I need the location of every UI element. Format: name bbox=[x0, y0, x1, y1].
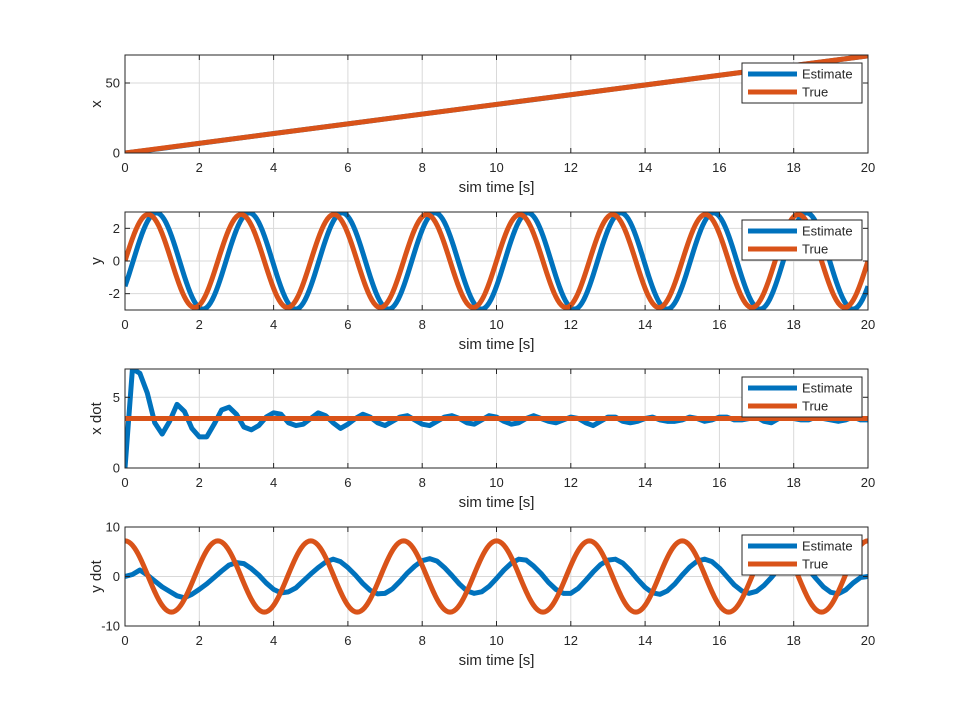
x-tick-label: 10 bbox=[489, 633, 503, 648]
x-tick-label: 14 bbox=[638, 160, 652, 175]
x-tick-label: 0 bbox=[121, 160, 128, 175]
x-tick-label: 14 bbox=[638, 317, 652, 332]
x-tick-label: 20 bbox=[861, 317, 875, 332]
y-axis-label: x bbox=[88, 100, 105, 108]
y-tick-label: 0 bbox=[113, 461, 120, 476]
x-tick-label: 2 bbox=[196, 317, 203, 332]
legend-box bbox=[741, 534, 863, 576]
subplot-1: 0 2 4 6 8 10 12 14 16 18 20 0 50 sim time [s] x Estimat… bbox=[88, 54, 875, 196]
legend-label-estimate: Estimate bbox=[802, 67, 853, 82]
series-line-true bbox=[125, 538, 868, 615]
x-tick-label: 10 bbox=[489, 160, 503, 175]
series-line-estimate bbox=[125, 212, 868, 310]
y-tick-label: -2 bbox=[108, 286, 120, 301]
x-tick-label: 10 bbox=[489, 475, 503, 490]
x-tick-label: 14 bbox=[638, 475, 652, 490]
legend: Estimate True bbox=[741, 376, 863, 418]
x-tick-label: 0 bbox=[121, 475, 128, 490]
legend: Estimate True bbox=[741, 534, 863, 576]
x-tick-label: 12 bbox=[564, 475, 578, 490]
x-tick-label: 2 bbox=[196, 160, 203, 175]
subplot-2: 0 2 4 6 8 10 12 14 16 18 20 -2 0 2 sim time [s] y Estima… bbox=[88, 211, 875, 353]
x-tick-label: 6 bbox=[344, 317, 351, 332]
x-tick-label: 8 bbox=[419, 160, 426, 175]
x-axis-label: sim time [s] bbox=[459, 494, 535, 511]
legend-box bbox=[741, 376, 863, 418]
legend: Estimate True bbox=[741, 219, 863, 261]
x-tick-label: 16 bbox=[712, 475, 726, 490]
x-tick-label: 8 bbox=[419, 317, 426, 332]
y-tick-label: 0 bbox=[113, 569, 120, 584]
x-tick-label: 12 bbox=[564, 317, 578, 332]
x-tick-label: 16 bbox=[712, 317, 726, 332]
x-tick-label: 4 bbox=[270, 475, 277, 490]
x-tick-label: 4 bbox=[270, 160, 277, 175]
y-tick-label: 0 bbox=[113, 254, 120, 269]
y-axis-label: x dot bbox=[88, 401, 105, 434]
x-tick-label: 18 bbox=[786, 633, 800, 648]
subplot-3: 0 2 4 6 8 10 12 14 16 18 20 0 5 sim time [s] x dot Esti… bbox=[88, 368, 875, 511]
x-axis-label: sim time [s] bbox=[459, 179, 535, 196]
x-tick-label: 2 bbox=[196, 633, 203, 648]
y-tick-label: 10 bbox=[106, 520, 120, 535]
legend-box bbox=[741, 219, 863, 261]
x-tick-label: 4 bbox=[270, 633, 277, 648]
x-axis-label: sim time [s] bbox=[459, 336, 535, 353]
x-tick-label: 8 bbox=[419, 633, 426, 648]
x-tick-label: 6 bbox=[344, 633, 351, 648]
y-tick-label: 50 bbox=[106, 76, 120, 91]
x-tick-label: 0 bbox=[121, 317, 128, 332]
x-tick-label: 14 bbox=[638, 633, 652, 648]
x-tick-label: 0 bbox=[121, 633, 128, 648]
y-axis-label: y dot bbox=[88, 559, 105, 592]
series-line-true bbox=[125, 212, 868, 310]
x-tick-label: 12 bbox=[564, 160, 578, 175]
legend-label-estimate: Estimate bbox=[802, 539, 853, 554]
x-tick-label: 18 bbox=[786, 475, 800, 490]
legend-label-true: True bbox=[802, 399, 828, 414]
legend-label-true: True bbox=[802, 557, 828, 572]
x-tick-label: 8 bbox=[419, 475, 426, 490]
x-tick-label: 4 bbox=[270, 317, 277, 332]
legend-label-estimate: Estimate bbox=[802, 381, 853, 396]
y-axis-label: y bbox=[88, 257, 105, 265]
legend-label-estimate: Estimate bbox=[802, 224, 853, 239]
x-tick-label: 6 bbox=[344, 475, 351, 490]
legend-label-true: True bbox=[802, 242, 828, 257]
x-tick-label: 6 bbox=[344, 160, 351, 175]
legend-box bbox=[741, 62, 863, 104]
x-tick-label: 16 bbox=[712, 160, 726, 175]
x-tick-label: 18 bbox=[786, 160, 800, 175]
y-tick-label: -10 bbox=[101, 619, 120, 634]
x-tick-label: 2 bbox=[196, 475, 203, 490]
x-tick-label: 20 bbox=[861, 633, 875, 648]
x-tick-label: 18 bbox=[786, 317, 800, 332]
x-tick-label: 20 bbox=[861, 475, 875, 490]
legend: Estimate True bbox=[741, 62, 863, 104]
y-tick-label: 2 bbox=[113, 221, 120, 236]
y-tick-label: 0 bbox=[113, 146, 120, 161]
x-tick-label: 12 bbox=[564, 633, 578, 648]
x-tick-label: 16 bbox=[712, 633, 726, 648]
x-tick-label: 20 bbox=[861, 160, 875, 175]
x-tick-label: 10 bbox=[489, 317, 503, 332]
x-axis-label: sim time [s] bbox=[459, 652, 535, 669]
y-tick-label: 5 bbox=[113, 390, 120, 405]
legend-label-true: True bbox=[802, 85, 828, 100]
